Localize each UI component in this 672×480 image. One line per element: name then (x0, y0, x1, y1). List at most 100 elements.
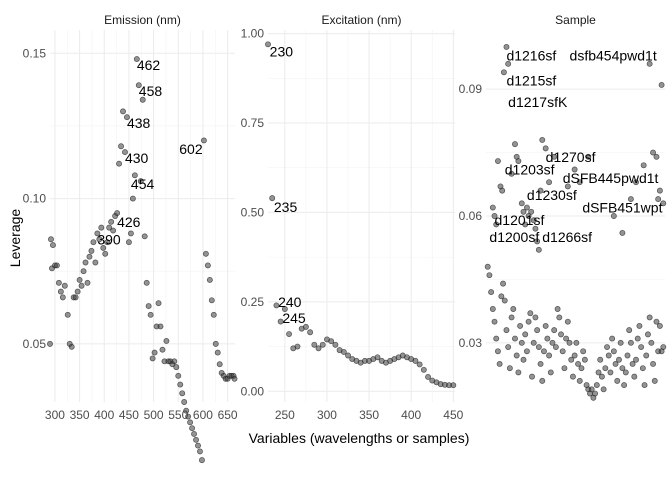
y-tick-label: 0.06 (459, 209, 483, 223)
point-label: d1200sf (489, 229, 539, 245)
data-point (515, 158, 522, 164)
data-point (537, 361, 544, 367)
data-point (597, 356, 604, 363)
data-point (108, 218, 115, 225)
data-point (500, 280, 506, 287)
data-point (496, 361, 503, 367)
data-point (94, 230, 101, 237)
point-label: 454 (131, 176, 155, 192)
data-point (149, 355, 156, 362)
data-point (157, 323, 164, 330)
x-tick-label: 250 (275, 408, 295, 422)
data-point (125, 239, 132, 246)
data-point (185, 413, 192, 420)
data-point (539, 377, 546, 384)
data-point (412, 357, 419, 364)
data-point (569, 373, 576, 380)
data-point (653, 153, 660, 160)
data-point (515, 369, 522, 376)
data-point (636, 322, 643, 329)
data-point (195, 442, 201, 449)
point-label: d1270sf (546, 149, 596, 165)
panel-1: Emission (nm) 0.05 0.10 0.15 300 350 400 450 500… (23, 13, 238, 464)
data-point (576, 179, 583, 186)
x-tick-label: 400 (94, 408, 114, 422)
data-point (450, 382, 457, 389)
data-point (546, 352, 553, 359)
data-point (568, 356, 575, 363)
data-point (74, 288, 81, 295)
data-point (82, 259, 89, 266)
data-point (552, 344, 559, 350)
data-point (340, 348, 347, 355)
point-label: 430 (125, 150, 149, 166)
y-tick-label: 0.10 (23, 192, 47, 206)
data-point (631, 373, 638, 380)
data-point (510, 306, 517, 312)
data-point (489, 306, 496, 312)
data-point (319, 341, 326, 348)
data-point (609, 335, 616, 342)
y-tick-label: 0.15 (23, 46, 47, 60)
data-point (120, 108, 126, 115)
data-point (84, 279, 91, 286)
data-point (656, 322, 663, 329)
point-label: 245 (282, 310, 306, 326)
data-point (491, 318, 498, 325)
data-point (593, 382, 600, 389)
data-point (571, 166, 578, 173)
data-point (633, 179, 639, 186)
point-label: 390 (97, 231, 121, 247)
data-point (133, 56, 140, 63)
data-point (505, 344, 512, 350)
data-point (273, 302, 280, 309)
data-point (145, 303, 152, 310)
data-point (626, 327, 633, 334)
point-label: 458 (139, 83, 163, 99)
data-point (575, 361, 582, 367)
data-point (525, 213, 532, 219)
data-point (512, 141, 518, 148)
data-point (542, 322, 549, 329)
data-point (193, 436, 199, 443)
data-point (98, 224, 105, 231)
data-point (566, 339, 573, 346)
data-point (151, 349, 158, 356)
data-point (627, 339, 634, 346)
data-point (210, 311, 217, 318)
data-point (629, 361, 636, 367)
data-point (118, 143, 124, 150)
data-point (506, 365, 513, 372)
data-point (173, 364, 180, 371)
data-point (141, 233, 148, 240)
data-point (100, 245, 107, 251)
data-point (106, 224, 113, 231)
data-point (578, 365, 585, 372)
data-point (286, 331, 293, 337)
data-point (551, 327, 558, 334)
data-point (78, 282, 85, 289)
point-label: d1230sf (527, 187, 577, 203)
data-point (494, 158, 501, 164)
data-point (57, 288, 64, 295)
data-point (508, 170, 515, 177)
data-point (505, 60, 512, 67)
y-tick-label: 0.03 (459, 336, 483, 350)
data-point (534, 327, 541, 334)
data-point (231, 375, 238, 382)
data-point (86, 253, 93, 260)
data-point (546, 179, 553, 186)
x-tick-label: 600 (193, 408, 213, 422)
data-point (503, 43, 510, 50)
data-point (198, 457, 205, 464)
data-point (155, 300, 162, 307)
data-point (311, 341, 318, 348)
data-point (197, 448, 203, 455)
data-point (175, 372, 182, 379)
data-point (332, 341, 339, 348)
data-point (518, 200, 525, 207)
data-point (535, 246, 542, 253)
data-point (523, 348, 530, 355)
data-point (532, 314, 539, 321)
data-point (517, 322, 524, 329)
